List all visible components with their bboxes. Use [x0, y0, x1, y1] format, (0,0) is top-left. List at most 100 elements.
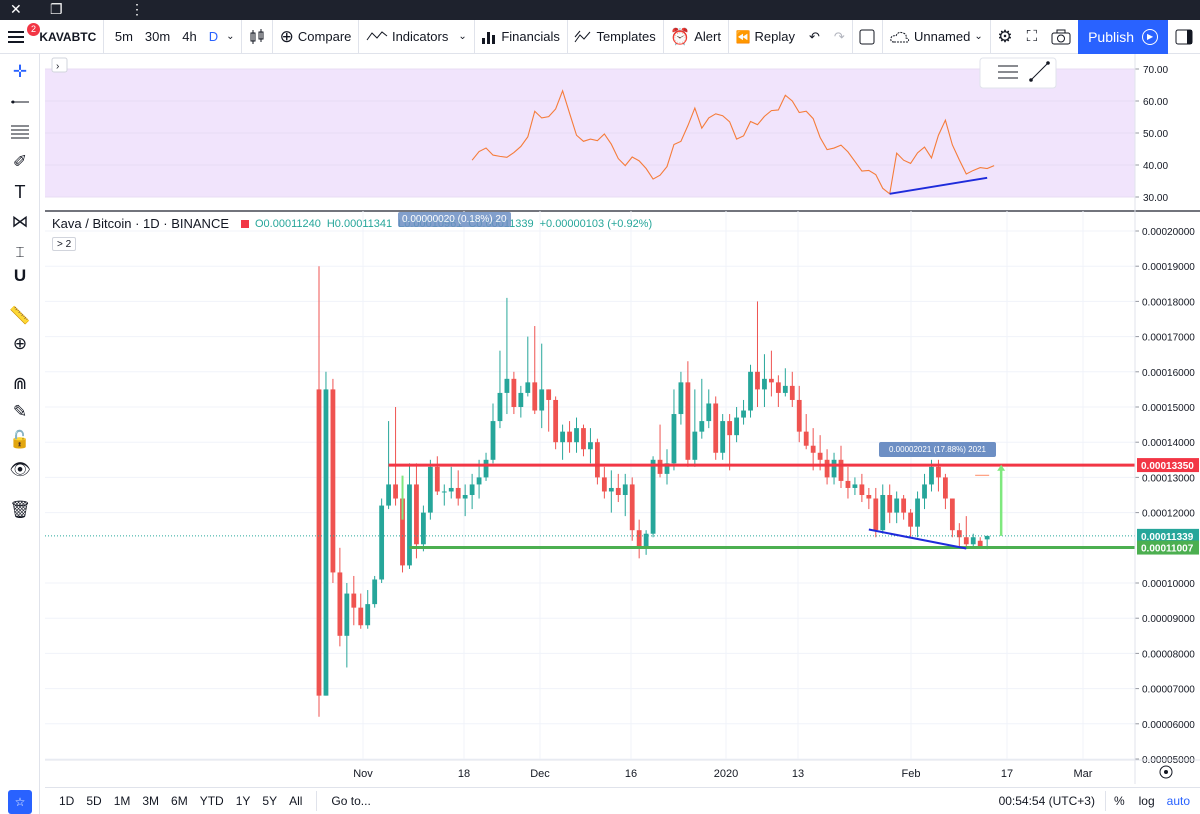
- rsi-collapse-button[interactable]: [51, 57, 68, 73]
- chart-style-button[interactable]: [242, 20, 272, 53]
- candle-body: [532, 382, 538, 411]
- line-style-icon[interactable]: [998, 65, 1018, 79]
- range-6m[interactable]: 6M: [171, 794, 188, 808]
- indicators-button[interactable]: Indicators ⌄: [359, 20, 474, 53]
- candle: [525, 336, 531, 397]
- candle-body: [511, 378, 517, 407]
- candle: [859, 473, 865, 503]
- restore-window-icon[interactable]: ❐: [50, 1, 63, 17]
- candle: [539, 343, 545, 429]
- goto-button[interactable]: Go to...: [331, 794, 371, 808]
- trash-icon[interactable]: 🗑: [9, 500, 31, 519]
- range-1d[interactable]: 1D: [59, 794, 75, 808]
- candle: [963, 516, 969, 548]
- range-5y[interactable]: 5Y: [262, 794, 278, 808]
- symbol-search[interactable]: KAVABTC: [39, 29, 97, 44]
- redo-button[interactable]: ↷: [827, 20, 852, 53]
- candle-body: [810, 445, 816, 453]
- financials-icon: [482, 31, 496, 44]
- eye-icon[interactable]: 👁: [9, 460, 31, 479]
- candle: [567, 421, 572, 453]
- lock-drawing-icon[interactable]: ✎: [12, 402, 28, 421]
- time-axis-label: Feb: [902, 768, 921, 780]
- chart-area[interactable]: 70.00 60.00 50.00 40.00 30.00 0.00013350 0.00…: [45, 54, 1200, 784]
- lock-icon[interactable]: 🔓: [9, 430, 31, 449]
- undo-button[interactable]: ↶: [802, 20, 827, 53]
- candle-body: [970, 537, 976, 545]
- notification-badge: 2: [27, 23, 40, 36]
- layout-menu-button[interactable]: Unnamed ⌄: [883, 20, 990, 53]
- fullscreen-button[interactable]: ⛶: [1020, 20, 1045, 53]
- legend-collapse-button[interactable]: > 2: [52, 237, 77, 251]
- range-1y[interactable]: 1Y: [235, 794, 251, 808]
- price-axis-label: 0.00019000: [1142, 262, 1195, 273]
- crosshair-icon[interactable]: ✛: [12, 62, 28, 81]
- candle: [455, 470, 461, 506]
- interval-5m[interactable]: 5m: [114, 29, 133, 44]
- trend-line-icon[interactable]: [8, 90, 32, 114]
- candle-body: [984, 535, 990, 540]
- expand-icon: ⛶: [1026, 28, 1038, 45]
- panel-icon: [1175, 29, 1193, 44]
- clock[interactable]: 00:54:54 (UTC+3): [998, 794, 1095, 808]
- bar-icon: [241, 219, 249, 228]
- alert-button[interactable]: ⏰ Alert: [663, 20, 728, 53]
- candle: [636, 519, 642, 559]
- cloud-icon: [890, 31, 910, 42]
- range-1m[interactable]: 1M: [113, 794, 131, 808]
- candle-body: [316, 389, 322, 696]
- auto-toggle[interactable]: auto: [1166, 794, 1190, 808]
- publish-button[interactable]: Publish ▶: [1078, 19, 1169, 54]
- candle-body: [469, 484, 475, 495]
- interval-4h[interactable]: 4h: [182, 29, 197, 44]
- candle-body: [922, 484, 927, 499]
- ruler-icon[interactable]: 📏: [9, 306, 31, 325]
- indicators-label: Indicators: [391, 29, 449, 44]
- current-price-label: 0.00011339: [1141, 532, 1194, 543]
- percent-toggle[interactable]: %: [1113, 794, 1125, 808]
- pattern-icon[interactable]: ⋈: [11, 212, 29, 231]
- range-all[interactable]: All: [289, 794, 303, 808]
- candle-body: [379, 505, 385, 580]
- zoom-in-icon[interactable]: ⊕: [12, 334, 28, 353]
- window-menu-icon[interactable]: ⋮: [130, 1, 144, 17]
- compare-button[interactable]: ⊕ Compare: [273, 20, 359, 53]
- candles-icon: [250, 28, 264, 44]
- interval-1d[interactable]: D: [208, 29, 219, 44]
- price-axis-label: 0.00012000: [1142, 509, 1195, 520]
- top-toolbar: 2 KAVABTC 5m 30m 4h D ⌄ ⊕ Compare Indica…: [0, 19, 1200, 54]
- candle: [574, 417, 579, 453]
- symbol-description[interactable]: Kava / Bitcoin · 1D · BINANCE: [52, 216, 229, 231]
- line-tool-icon[interactable]: [1029, 61, 1050, 82]
- candle: [657, 424, 663, 478]
- range-ytd[interactable]: YTD: [199, 794, 224, 808]
- interval-30m[interactable]: 30m: [144, 29, 171, 44]
- candle-body: [421, 512, 426, 545]
- financials-button[interactable]: Financials: [474, 20, 567, 53]
- text-tool-icon[interactable]: T: [14, 181, 26, 202]
- candle: [483, 452, 489, 481]
- range-5d[interactable]: 5D: [86, 794, 102, 808]
- candle-body: [936, 466, 941, 478]
- range-3m[interactable]: 3M: [142, 794, 160, 808]
- magnet-mode-icon[interactable]: U: [13, 266, 27, 285]
- snapshot-button[interactable]: [1044, 20, 1078, 53]
- prediction-icon[interactable]: ⌶: [15, 243, 25, 261]
- templates-button[interactable]: Templates: [567, 20, 662, 53]
- close-window-icon[interactable]: ✕: [10, 1, 22, 17]
- fib-retracement-icon[interactable]: [8, 120, 32, 144]
- candle: [852, 477, 858, 495]
- replay-button[interactable]: ⏪ Replay: [729, 20, 802, 53]
- magnet-icon[interactable]: ⋒: [12, 374, 28, 393]
- right-panel-toggle[interactable]: [1168, 20, 1200, 53]
- main-menu-button[interactable]: 2: [0, 20, 40, 53]
- settings-button[interactable]: ⚙: [990, 20, 1019, 53]
- settings-icon[interactable]: [1159, 765, 1173, 779]
- candle-body: [943, 477, 948, 499]
- fullscreen-select-button[interactable]: [852, 20, 882, 53]
- brush-icon[interactable]: ✐: [12, 152, 28, 171]
- star-icon[interactable]: ☆: [8, 790, 32, 814]
- log-toggle[interactable]: log: [1138, 794, 1155, 808]
- chevron-down-icon[interactable]: ⌄: [226, 31, 235, 42]
